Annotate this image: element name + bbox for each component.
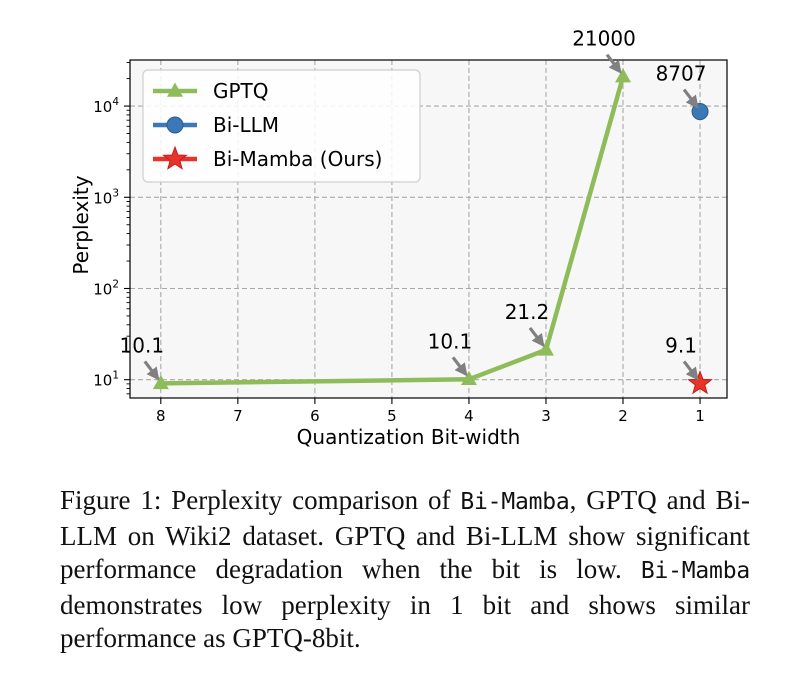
caption-end: demonstrates low perplexity in 1 bit and… <box>60 589 750 654</box>
x-tick-label: 8 <box>156 407 166 425</box>
legend-marker <box>166 116 184 134</box>
annotation-arrow <box>451 356 468 377</box>
caption-term-bi-mamba: Bi-Mamba <box>460 489 570 515</box>
data-point <box>691 103 709 121</box>
x-tick-label: 1 <box>695 407 705 425</box>
chart-svg: 8 7 6 5 4 3 2 1 101 102 103 104 Quantization Bit-wid… <box>69 27 728 449</box>
y-tick-label: 101 <box>93 370 119 390</box>
data-point <box>460 370 477 386</box>
x-tick-label: 7 <box>233 407 243 425</box>
data-point <box>615 68 631 83</box>
x-tick-label: 3 <box>541 407 551 425</box>
x-tick-label: 5 <box>387 407 397 425</box>
series-line <box>160 76 626 386</box>
caption-middle: , GPTQ and Bi-LLM on Wiki2 dataset. GPTQ… <box>60 485 750 584</box>
legend-box <box>142 69 421 183</box>
annotation-label: 10.1 <box>120 333 165 357</box>
caption-term-bi-mamba-2: Bi-Mamba <box>640 558 750 584</box>
annotation-arrow <box>682 88 699 109</box>
annotation-label: 10.1 <box>428 329 473 353</box>
plot-frame <box>129 59 728 399</box>
x-tick-label: 2 <box>618 407 628 425</box>
y-tick-label: 103 <box>93 187 119 207</box>
x-tick-label: 4 <box>464 407 474 425</box>
y-axis-label: Perplexity <box>69 175 93 274</box>
x-tick-label: 6 <box>310 407 320 425</box>
annotation-label: 8707 <box>656 62 707 86</box>
legend-marker <box>167 82 183 97</box>
y-tick-label: 104 <box>93 96 119 116</box>
legend-label: Bi-Mamba (Ours) <box>213 147 382 171</box>
legend-marker <box>162 145 188 170</box>
caption-prefix: Figure 1: Perplexity comparison of <box>60 485 461 515</box>
annotation-arrow <box>528 326 545 347</box>
x-axis-label: Quantization Bit-width <box>297 425 521 449</box>
annotation-label: 9.1 <box>665 333 697 357</box>
legend-label: Bi-LLM <box>213 113 279 137</box>
legend: GPTQ Bi-LLM Bi-Mamba (Ours) <box>142 69 421 183</box>
annotation-arrow <box>605 53 622 74</box>
annotation-label: 21.2 <box>505 300 550 324</box>
data-point <box>152 374 169 390</box>
legend-item-3: Bi-Mamba (Ours) <box>153 147 382 171</box>
figure-caption: Figure 1: Perplexity comparison of Bi-Ma… <box>60 484 750 656</box>
data-point <box>537 341 554 356</box>
annotation-arrow <box>682 360 699 381</box>
annotation-arrow <box>143 360 160 381</box>
annotation-label: 21000 <box>572 27 636 51</box>
series-gptq <box>160 76 626 386</box>
perplexity-chart: 8 7 6 5 4 3 2 1 101 102 103 104 Quantization Bit-wid… <box>69 27 728 449</box>
legend-label: GPTQ <box>213 79 269 103</box>
y-tick-label: 102 <box>93 278 119 298</box>
